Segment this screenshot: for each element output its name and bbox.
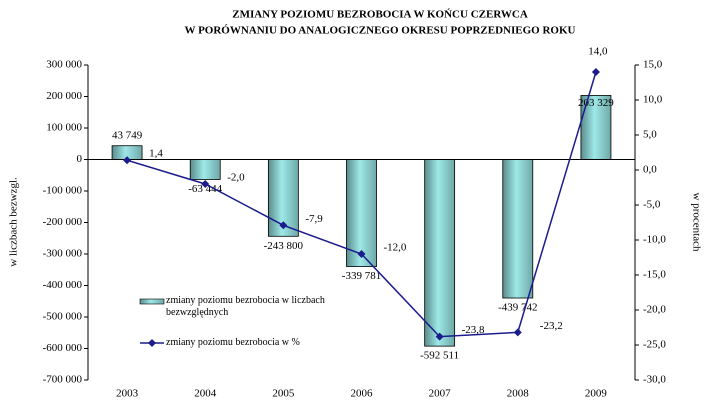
chart-title: ZMIANY POZIOMU BEZROBOCIA W KOŃCU CZERWC… — [232, 9, 528, 21]
bar-value-label: -63 444 — [188, 183, 222, 195]
bar-value-label: -339 781 — [342, 270, 381, 282]
y2-tick-label: -20,0 — [643, 304, 666, 316]
bar — [424, 159, 456, 347]
y2-tick-label: -15,0 — [643, 269, 666, 281]
y2-tick-label: 0,0 — [643, 164, 657, 176]
y2-tick-label: -5,0 — [643, 199, 661, 211]
y2-tick-label: -10,0 — [643, 234, 666, 246]
legend-label: zmiany poziomu bezrobocia w % — [166, 337, 300, 348]
y2-tick-label: 15,0 — [643, 59, 663, 71]
y2-tick-label: -25,0 — [643, 339, 666, 351]
y-tick-label: -300 000 — [43, 248, 83, 260]
bar-value-label: -243 800 — [264, 240, 304, 252]
bar-value-label: 43 749 — [112, 129, 143, 141]
y-tick-label: -700 000 — [43, 374, 83, 386]
bar — [502, 159, 534, 299]
x-tick-label: 2004 — [194, 388, 217, 400]
y-axis-label: w liczbach bezwzgl. — [8, 177, 20, 267]
line-value-label: -12,0 — [384, 242, 407, 254]
x-tick-label: 2008 — [507, 388, 530, 400]
x-tick-label: 2003 — [116, 388, 139, 400]
y-tick-label: 100 000 — [46, 122, 82, 134]
bar — [346, 159, 377, 267]
x-tick-label: 2005 — [272, 388, 295, 400]
bar-value-label: -592 511 — [420, 350, 459, 362]
chart-title: W PORÓWNANIU DO ANALOGICZNEGO OKRESU POP… — [185, 25, 576, 37]
line-marker — [279, 221, 288, 230]
line-value-label: -2,0 — [227, 172, 245, 184]
y2-axis-label: w procentach — [690, 193, 702, 252]
line-value-label: -23,8 — [462, 324, 485, 336]
legend-swatch — [148, 339, 156, 347]
y-tick-label: -600 000 — [43, 342, 83, 354]
legend-entry: zmiany poziomu bezrobocia w liczbach bez… — [166, 295, 325, 318]
x-tick-label: 2007 — [429, 388, 452, 400]
line-marker — [201, 180, 210, 188]
x-tick-label: 2009 — [585, 388, 608, 400]
y-tick-label: -400 000 — [43, 279, 83, 291]
line-marker — [435, 332, 444, 341]
y-tick-label: 300 000 — [46, 59, 82, 71]
y-tick-label: -500 000 — [43, 311, 83, 323]
y2-tick-label: 5,0 — [643, 129, 657, 141]
x-tick-label: 2006 — [351, 388, 374, 400]
line-marker — [591, 68, 600, 76]
line-marker — [123, 156, 132, 165]
line-value-label: -7,9 — [305, 213, 323, 225]
y-tick-label: 0 — [77, 153, 83, 165]
line-marker — [513, 328, 522, 337]
y2-tick-label: -30,0 — [643, 374, 666, 386]
line-value-label: 1,4 — [149, 148, 163, 160]
legend-entry: zmiany poziomu bezrobocia w % — [166, 337, 300, 348]
line-value-label: -23,2 — [540, 320, 563, 332]
legend-swatch — [139, 298, 165, 305]
y-tick-label: 200 000 — [46, 90, 82, 102]
bar-value-label: -439 742 — [498, 302, 537, 314]
y2-tick-label: 10,0 — [643, 94, 663, 106]
line-marker — [357, 250, 366, 258]
bar — [189, 159, 221, 180]
y-tick-label: -200 000 — [43, 216, 83, 228]
y-tick-label: -100 000 — [43, 185, 83, 197]
bar-value-label: 203 329 — [578, 97, 614, 109]
line-value-label: 14,0 — [588, 46, 608, 58]
legend-label: zmiany poziomu bezrobocia w liczbach bez… — [166, 295, 325, 318]
